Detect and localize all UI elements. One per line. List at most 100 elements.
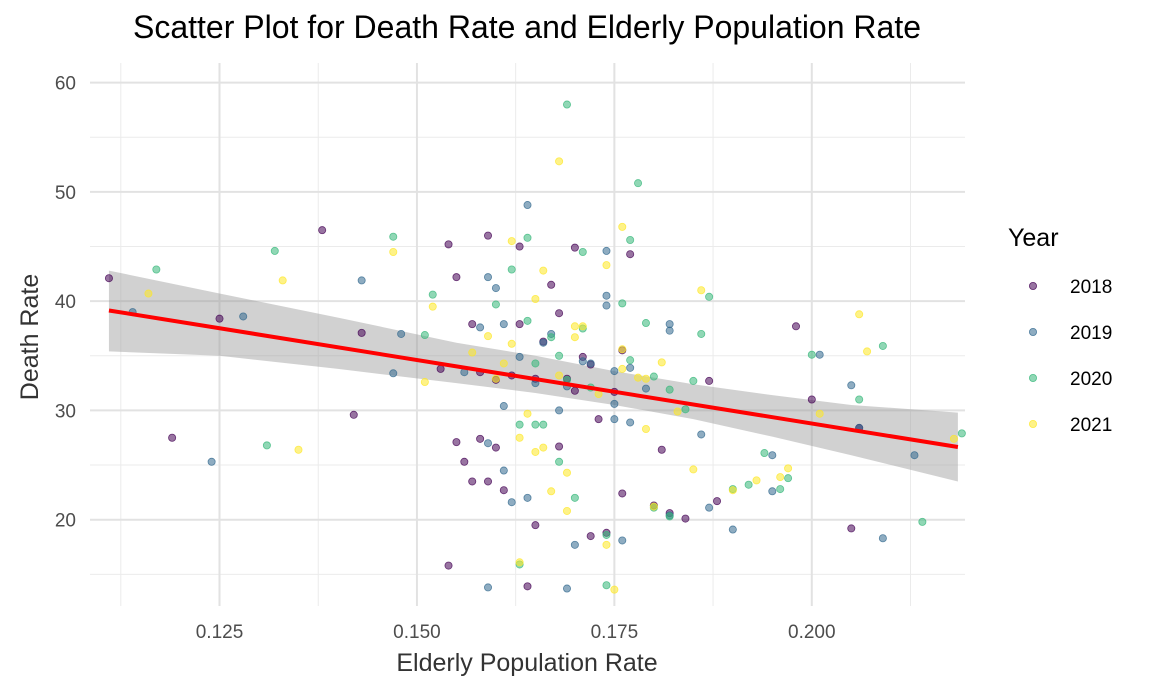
- data-point-2020: [531, 420, 540, 429]
- data-point-2021: [562, 506, 571, 515]
- legend-swatch-2018: [1029, 281, 1038, 290]
- data-point-2020: [760, 449, 769, 458]
- data-point-2018: [547, 280, 556, 289]
- data-point-2019: [768, 487, 777, 496]
- data-point-2018: [318, 226, 327, 235]
- data-point-2020: [689, 376, 698, 385]
- data-point-2019: [610, 399, 619, 408]
- data-point-2020: [918, 517, 927, 526]
- data-point-2021: [697, 286, 706, 295]
- data-point-2018: [444, 561, 453, 570]
- data-point-2018: [657, 445, 666, 454]
- data-point-2021: [641, 425, 650, 434]
- data-point-2018: [468, 320, 477, 329]
- data-point-2021: [689, 465, 698, 474]
- data-point-2018: [349, 410, 358, 419]
- data-point-2019: [507, 498, 516, 507]
- data-point-2019: [602, 246, 611, 255]
- x-tick-label: 0.175: [591, 622, 639, 643]
- data-point-2020: [807, 350, 816, 359]
- data-point-2020: [602, 530, 611, 539]
- data-point-2018: [515, 242, 524, 251]
- data-point-2021: [602, 261, 611, 270]
- data-point-2019: [555, 406, 564, 415]
- data-point-2019: [626, 418, 635, 427]
- data-point-2021: [523, 409, 532, 418]
- data-point-2021: [634, 373, 643, 382]
- data-point-2018: [499, 486, 508, 495]
- legend: Year 2018 2019 2020 2021: [1008, 224, 1112, 436]
- data-point-2020: [855, 395, 864, 404]
- data-point-2021: [570, 322, 579, 331]
- data-point-2018: [681, 514, 690, 523]
- data-point-2019: [815, 350, 824, 359]
- data-point-2021: [649, 502, 658, 511]
- data-point-2020: [262, 441, 271, 450]
- ticks-layer: 0.125 0.150 0.175 0.200 20 30 40 50 60: [55, 74, 836, 643]
- data-point-2019: [610, 367, 619, 376]
- data-point-2018: [515, 320, 524, 329]
- data-point-2020: [507, 265, 516, 274]
- data-point-2018: [792, 322, 801, 331]
- data-point-2021: [602, 540, 611, 549]
- data-point-2019: [389, 369, 398, 378]
- legend-swatch-2021: [1029, 419, 1038, 428]
- data-point-2019: [610, 415, 619, 424]
- legend-swatch-2019: [1029, 327, 1038, 336]
- data-point-2019: [602, 291, 611, 300]
- data-point-2020: [626, 235, 635, 244]
- data-point-2021: [815, 409, 824, 418]
- data-point-2021: [491, 374, 500, 383]
- data-point-2018: [555, 309, 564, 318]
- data-point-2019: [499, 466, 508, 475]
- data-point-2021: [420, 378, 429, 387]
- legend-swatch-2020: [1029, 373, 1038, 382]
- data-point-2020: [152, 265, 161, 274]
- data-point-2019: [357, 276, 366, 285]
- data-point-2020: [681, 405, 690, 414]
- data-point-2019: [499, 402, 508, 411]
- data-point-2020: [665, 385, 674, 394]
- data-point-2021: [294, 445, 303, 454]
- data-point-2018: [847, 524, 856, 533]
- data-point-2018: [357, 328, 366, 337]
- data-point-2018: [594, 415, 603, 424]
- data-point-2021: [855, 310, 864, 319]
- data-point-2021: [278, 276, 287, 285]
- data-point-2021: [562, 468, 571, 477]
- data-point-2021: [144, 289, 153, 298]
- regression-line: [108, 308, 959, 450]
- legend-label-2020: 2020: [1070, 369, 1112, 390]
- data-point-2021: [484, 332, 493, 341]
- data-point-2019: [665, 320, 674, 329]
- data-point-2021: [578, 322, 587, 331]
- data-point-2019: [586, 359, 595, 368]
- data-point-2018: [626, 250, 635, 259]
- data-point-2020: [570, 493, 579, 502]
- data-point-2021: [531, 447, 540, 456]
- data-point-2018: [452, 273, 461, 282]
- data-point-2019: [878, 534, 887, 543]
- y-tick-label: 60: [55, 74, 76, 95]
- data-point-2018: [476, 434, 485, 443]
- data-point-2019: [768, 451, 777, 460]
- data-point-2018: [713, 497, 722, 506]
- data-point-2018: [586, 532, 595, 541]
- data-point-2021: [610, 585, 619, 594]
- data-point-2021: [752, 476, 761, 485]
- data-point-2019: [847, 381, 856, 390]
- y-tick-label: 50: [55, 183, 76, 204]
- data-point-2020: [539, 420, 548, 429]
- data-point-2021: [499, 359, 508, 368]
- data-point-2020: [602, 581, 611, 590]
- data-point-2020: [618, 299, 627, 308]
- data-point-2020: [515, 420, 524, 429]
- data-point-2018: [168, 433, 177, 442]
- data-point-2019: [523, 201, 532, 210]
- data-point-2021: [641, 374, 650, 383]
- data-point-2020: [744, 480, 753, 489]
- data-point-2021: [555, 371, 564, 380]
- data-point-2020: [578, 248, 587, 257]
- data-point-2020: [697, 329, 706, 338]
- y-tick-label: 30: [55, 401, 76, 422]
